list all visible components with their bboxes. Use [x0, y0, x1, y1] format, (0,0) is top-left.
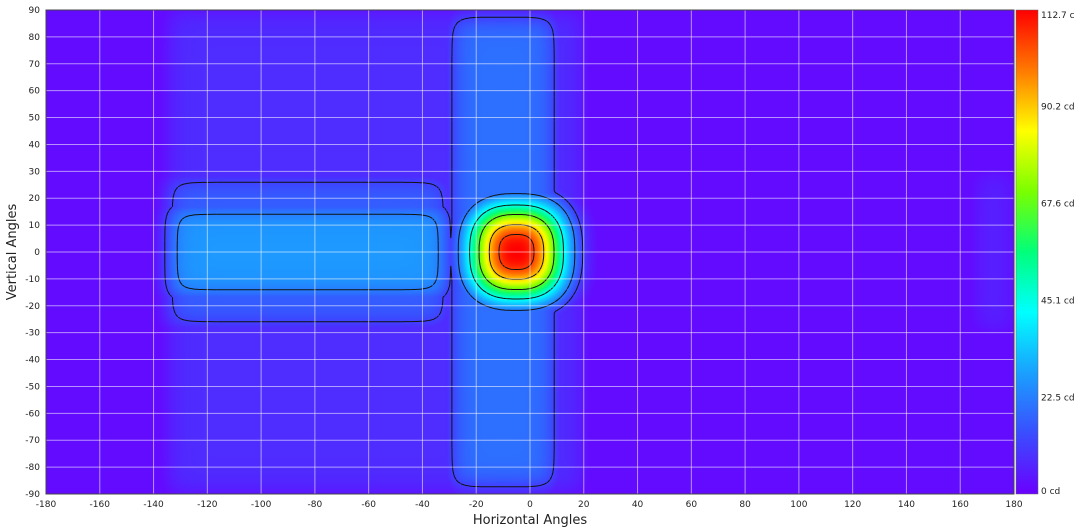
y-tick-label: 50: [29, 114, 41, 124]
y-tick-label: 30: [29, 167, 41, 177]
y-tick-label: -10: [25, 275, 40, 285]
x-tick-label: 120: [844, 500, 861, 510]
x-axis-ticks: -180 -160 -140 -120 -100 -80 -60 -40 -20 0 20 40 60 8…: [36, 500, 1023, 510]
x-tick-label: 0: [527, 500, 533, 510]
y-tick-label: 90: [29, 6, 41, 16]
y-tick-label: -50: [25, 382, 40, 392]
x-tick-label: -40: [415, 500, 430, 510]
colorbar-label: 67.6 cd: [1041, 200, 1074, 210]
y-tick-label: 20: [29, 194, 41, 204]
x-tick-label: 100: [790, 500, 807, 510]
y-tick-label: -90: [25, 490, 40, 500]
plot-frame: [45, 9, 1015, 495]
colorbar-labels: 112.7 cd 90.2 cd 67.6 cd 45.1 cd 22.5 cd 0 cd: [1041, 11, 1074, 497]
y-tick-label: -30: [25, 329, 40, 339]
x-tick-label: 140: [898, 500, 915, 510]
y-tick-label: 40: [29, 140, 41, 150]
x-tick-label: -60: [361, 500, 376, 510]
x-tick-label: 80: [739, 500, 751, 510]
x-tick-label: -100: [251, 500, 272, 510]
x-tick-label: -80: [308, 500, 323, 510]
y-tick-label: 0: [34, 248, 40, 258]
x-tick-label: 180: [1005, 500, 1022, 510]
colorbar: [1015, 9, 1039, 495]
y-tick-label: -40: [25, 356, 40, 366]
colorbar-label: 45.1 cd: [1041, 296, 1074, 306]
x-tick-label: -160: [90, 500, 111, 510]
x-tick-label: 60: [686, 500, 698, 510]
x-axis-title: Horizontal Angles: [473, 513, 588, 528]
contour-level-1: [176, 193, 576, 311]
y-tick-label: 10: [29, 221, 41, 231]
y-tick-label: 60: [29, 87, 41, 97]
x-tick-label: 20: [578, 500, 590, 510]
x-tick-label: 160: [952, 500, 969, 510]
y-tick-label: -80: [25, 463, 40, 473]
colorbar-label: 90.2 cd: [1041, 103, 1074, 113]
y-tick-label: -60: [25, 409, 40, 419]
y-tick-label: 80: [29, 33, 41, 43]
x-tick-label: 40: [632, 500, 644, 510]
y-axis-ticks: 90 80 70 60 50 40 30 20 10 0 -10 -20 -30 -40 -50 -60 -70…: [25, 6, 40, 500]
colorbar-label: 22.5 cd: [1041, 393, 1074, 403]
x-tick-label: -120: [197, 500, 218, 510]
y-tick-label: 70: [29, 60, 41, 70]
contour-level-5: [498, 234, 535, 270]
x-tick-label: -180: [36, 500, 57, 510]
y-tick-label: -20: [25, 302, 40, 312]
y-axis-title: Vertical Angles: [5, 203, 20, 300]
colorbar-label: 112.7 cd: [1041, 11, 1074, 21]
y-tick-label: -70: [25, 436, 40, 446]
colorbar-label: 0 cd: [1041, 487, 1060, 497]
x-tick-label: -20: [469, 500, 484, 510]
x-tick-label: -140: [143, 500, 164, 510]
contour-level-3: [478, 214, 555, 290]
